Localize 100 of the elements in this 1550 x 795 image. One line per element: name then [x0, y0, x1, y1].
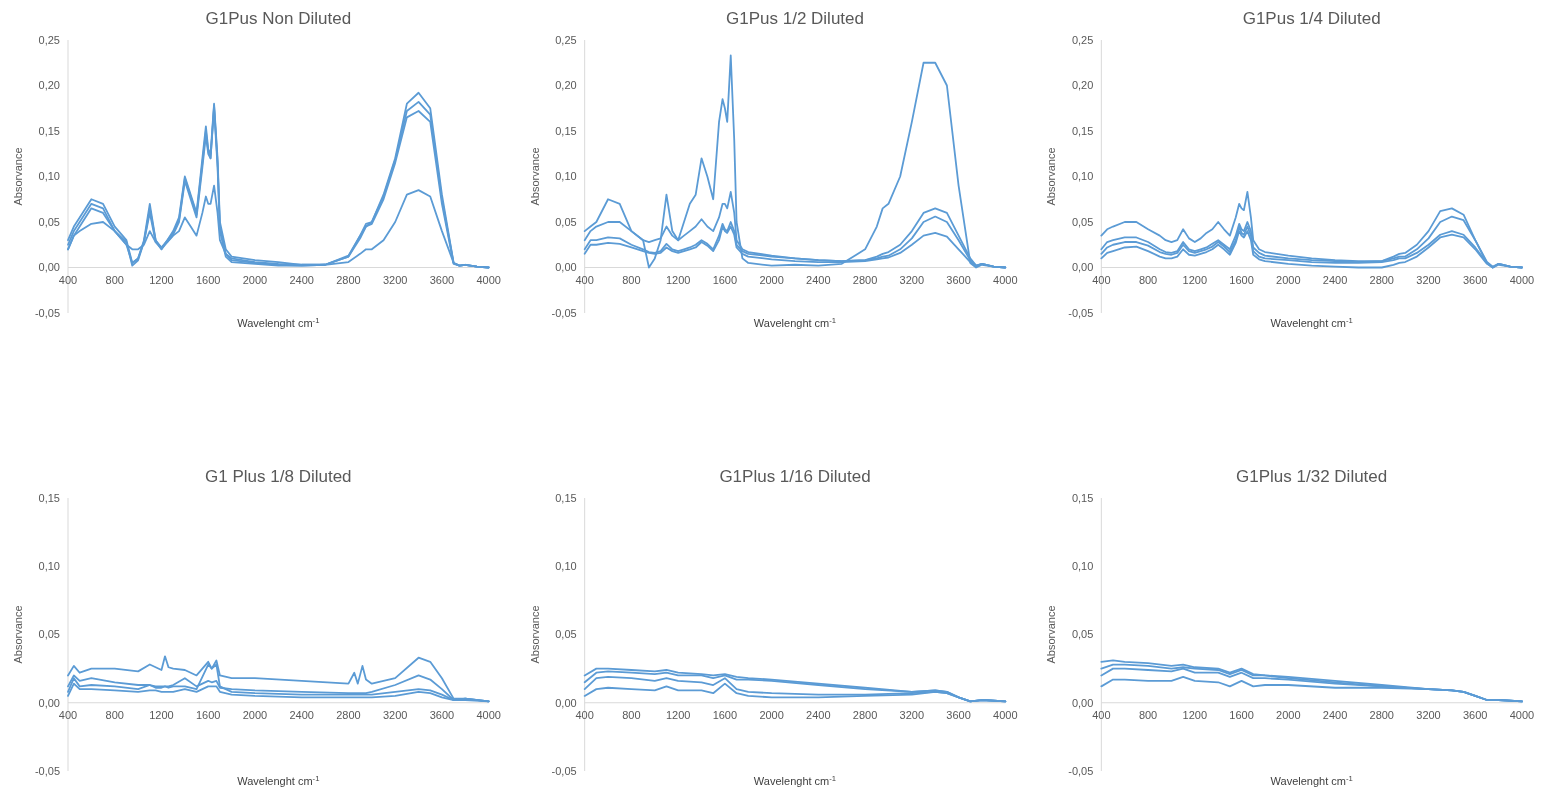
x-tick-label: 1200	[149, 273, 174, 286]
y-tick-label: 0,00	[555, 696, 577, 709]
x-tick-label: 3200	[1416, 708, 1441, 721]
y-tick-label: 0,10	[1071, 170, 1094, 183]
x-tick-label: 2800	[852, 708, 878, 721]
x-tick-label: 3600	[1463, 708, 1488, 721]
x-tick-label: 400	[575, 273, 594, 286]
x-tick-label: 800	[1138, 273, 1158, 286]
x-tick-label: 2000	[759, 708, 784, 721]
y-tick-label: 0,10	[1071, 560, 1094, 573]
x-tick-label: 800	[105, 708, 124, 721]
x-axis-title: Wavelenght cm$^{-1}$	[1270, 773, 1353, 787]
chart-title: G1Plus 1/32 Diluted	[1236, 467, 1388, 486]
y-tick-label: 0,25	[38, 33, 60, 46]
y-tick-label: 0,00	[38, 261, 60, 274]
y-tick-label: 0,15	[555, 124, 577, 137]
x-tick-label: 2000	[1276, 273, 1301, 286]
x-tick-label: 800	[622, 708, 641, 721]
y-tick-label: -0,05	[551, 306, 577, 319]
x-tick-label: 3600	[429, 273, 455, 286]
x-tick-label: 1600	[1229, 708, 1254, 721]
x-tick-label: 800	[622, 273, 641, 286]
x-tick-label: 1200	[665, 273, 691, 286]
x-tick-label: 3200	[899, 273, 925, 286]
x-tick-label: 1200	[1182, 273, 1208, 286]
y-tick-label: -0,05	[551, 764, 577, 777]
x-axis-title: Wavelenght cm$^{-1}$	[237, 315, 320, 329]
x-tick-label: 400	[58, 273, 78, 286]
y-axis-title: Absorvance	[12, 605, 24, 664]
y-tick-label: 0,15	[38, 491, 60, 504]
y-tick-label: -0,05	[1068, 306, 1094, 319]
y-tick-label: 0,25	[555, 33, 577, 46]
x-tick-label: 4000	[476, 708, 501, 721]
y-tick-label: 0,05	[555, 215, 577, 228]
y-tick-label: 0,20	[555, 79, 577, 92]
x-tick-label: 4000	[993, 273, 1018, 286]
y-tick-label: 0,00	[1071, 261, 1094, 274]
x-tick-label: 3600	[429, 708, 455, 721]
x-tick-label: 2400	[806, 273, 831, 286]
x-tick-label: 1600	[195, 273, 221, 286]
y-tick-label: 0,15	[555, 491, 577, 504]
x-tick-label: 4000	[1509, 708, 1535, 721]
x-tick-label: 3600	[946, 273, 971, 286]
x-tick-label: 800	[1138, 708, 1158, 721]
x-tick-label: 2400	[289, 273, 314, 286]
x-tick-label: 2000	[242, 708, 268, 721]
x-tick-label: 3200	[382, 708, 408, 721]
x-tick-label: 2400	[806, 708, 831, 721]
x-tick-label: 3200	[382, 273, 408, 286]
chart-title: G1 Plus 1/8 Diluted	[205, 467, 352, 486]
x-tick-label: 400	[1092, 708, 1111, 721]
y-tick-label: -0,05	[34, 306, 60, 319]
x-tick-label: 3200	[899, 708, 925, 721]
x-tick-label: 400	[575, 708, 594, 721]
y-tick-label: 0,25	[1071, 33, 1094, 46]
y-tick-label: 0,10	[555, 560, 577, 573]
y-tick-label: 0,05	[1071, 215, 1094, 228]
x-tick-label: 1200	[1182, 708, 1208, 721]
chart-title: G1Pus 1/2 Diluted	[726, 9, 864, 28]
y-tick-label: 0,10	[38, 170, 60, 183]
x-tick-label: 1200	[149, 708, 174, 721]
y-tick-label: 0,15	[1071, 491, 1094, 504]
x-tick-label: 800	[105, 273, 124, 286]
x-tick-label: 4000	[1509, 273, 1535, 286]
x-tick-label: 400	[1092, 273, 1111, 286]
y-axis-title: Absorvance	[1045, 605, 1058, 664]
y-axis-title: Absorvance	[528, 147, 541, 206]
x-tick-label: 3600	[946, 708, 971, 721]
x-tick-label: 2400	[289, 708, 314, 721]
chart-title: G1Plus 1/16 Diluted	[719, 467, 871, 486]
y-tick-label: 0,20	[38, 79, 60, 92]
y-tick-label: -0,05	[34, 764, 60, 777]
x-tick-label: 4000	[476, 273, 501, 286]
x-axis-title: Wavelenght cm$^{-1}$	[1270, 315, 1353, 329]
y-tick-label: 0,10	[555, 170, 577, 183]
y-axis-title: Absorvance	[528, 605, 541, 664]
x-axis-title: Wavelenght cm$^{-1}$	[753, 773, 837, 787]
x-tick-label: 2800	[336, 708, 361, 721]
y-tick-label: 0,00	[1071, 696, 1094, 709]
x-tick-label: 2400	[1322, 708, 1348, 721]
x-tick-label: 4000	[993, 708, 1018, 721]
chart-title: G1Pus Non Diluted	[205, 9, 352, 28]
x-tick-label: 1600	[1229, 273, 1254, 286]
y-tick-label: 0,10	[38, 560, 60, 573]
x-tick-label: 3600	[1463, 273, 1488, 286]
x-axis-title: Wavelenght cm$^{-1}$	[753, 315, 837, 329]
x-tick-label: 2000	[759, 273, 784, 286]
x-tick-label: 1600	[712, 273, 738, 286]
y-tick-label: 0,00	[38, 696, 60, 709]
x-tick-label: 1600	[712, 708, 738, 721]
y-axis-title: Absorvance	[1045, 147, 1058, 206]
y-tick-label: 0,00	[555, 261, 577, 274]
x-tick-label: 2800	[1369, 708, 1395, 721]
x-tick-label: 2000	[1276, 708, 1301, 721]
x-tick-label: 2800	[336, 273, 361, 286]
y-tick-label: 0,05	[38, 215, 60, 228]
y-axis-title: Absorvance	[12, 147, 24, 206]
x-tick-label: 2000	[242, 273, 268, 286]
x-tick-label: 3200	[1416, 273, 1441, 286]
x-axis-title: Wavelenght cm$^{-1}$	[237, 773, 320, 787]
